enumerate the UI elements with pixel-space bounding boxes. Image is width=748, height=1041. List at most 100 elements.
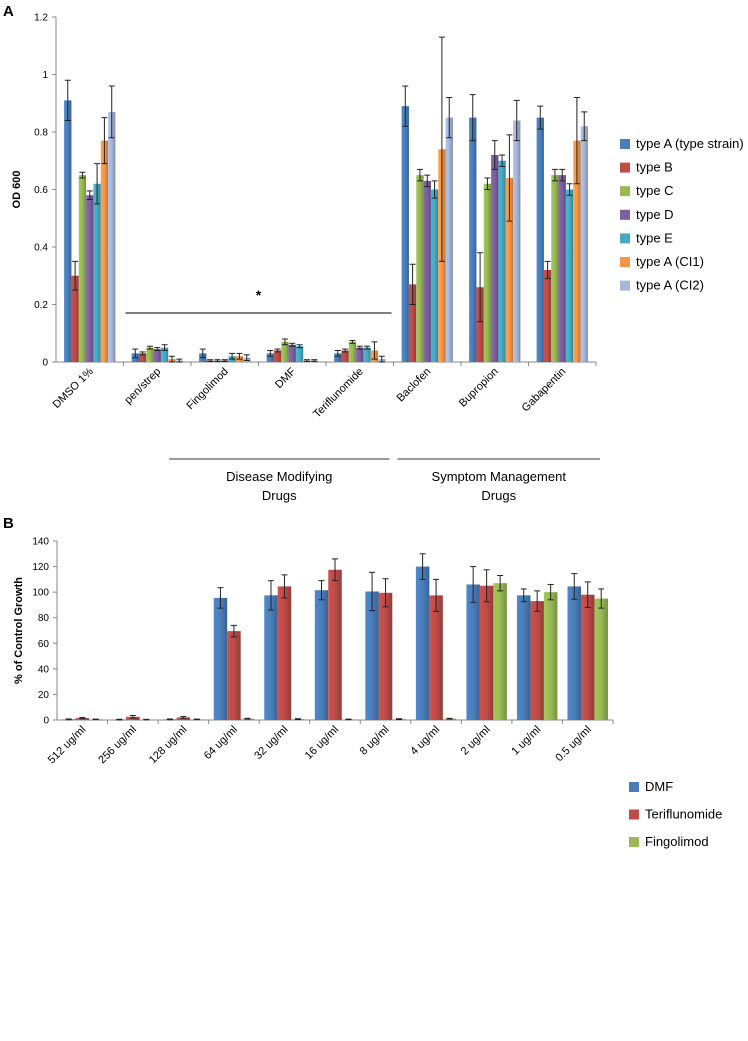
significance-asterisk: * (256, 287, 262, 303)
bar-type-d-bupropion (491, 155, 499, 362)
bar-dmf-2-ug-ml (466, 584, 480, 720)
bar-dmf-0-5-ug-ml (567, 586, 581, 720)
bar-type-a-type-strain-dmso-1 (64, 100, 72, 362)
bar-teriflunomide-8-ug-ml (378, 592, 393, 720)
bar-type-a-ci2-bupropion (513, 120, 521, 362)
group-label-symptom-management: Symptom Management Drugs (432, 469, 567, 503)
x-tick-label: Fingolimod (184, 366, 231, 413)
y-tick-label: 100 (32, 588, 49, 599)
bar-dmf-4-ug-ml (415, 566, 430, 720)
x-tick-label: pen/strep (122, 366, 163, 407)
bar-dmf-32-ug-ml (264, 595, 278, 720)
panel-a-letter: A (3, 3, 14, 20)
y-tick-label: 0.6 (34, 185, 48, 196)
bar-type-a-ci1-bupropion (505, 178, 514, 362)
bar-type-d-teriflunomide (356, 347, 364, 362)
bar-type-e-dmf (295, 346, 304, 362)
x-tick-label: 0.5 ug/ml (553, 724, 593, 764)
x-tick-label: 32 ug/ml (252, 724, 290, 762)
legend-swatch-type-a-ci1 (620, 257, 630, 267)
y-tick-label: 120 (32, 562, 49, 573)
x-tick-label: 128 ug/ml (147, 724, 190, 767)
x-tick-label: DMSO 1% (51, 365, 96, 410)
legend-label-type-a-ci1: type A (CI1) (636, 254, 704, 269)
bar-type-b-baclofen (408, 284, 417, 362)
legend-label-type-e: type E (636, 230, 673, 245)
legend-swatch-type-b (620, 162, 630, 173)
x-tick-label: 4 ug/ml (408, 724, 442, 758)
bar-type-d-dmf (288, 344, 296, 362)
y-axis-title: % of Control Growth (13, 577, 25, 684)
bar-type-e-bupropion (498, 160, 506, 362)
bar-type-e-gabapentin (565, 189, 574, 362)
bar-type-c-dmso-1 (78, 175, 87, 362)
y-tick-label: 0.8 (34, 128, 48, 139)
x-tick-label: 1 ug/ml (509, 724, 543, 758)
bar-teriflunomide-16-ug-ml (328, 569, 342, 720)
bar-dmf-8-ug-ml (365, 591, 379, 720)
legend-label-teriflunomide: Teriflunomide (645, 807, 722, 822)
bar-type-b-dmf (273, 350, 282, 362)
x-tick-label: 256 ug/ml (96, 724, 139, 767)
y-tick-label: 0 (43, 716, 49, 727)
x-tick-label: Bupropion (457, 366, 501, 410)
legend-swatch-type-c (620, 186, 630, 197)
y-tick-label: 80 (38, 613, 50, 624)
x-tick-label: 64 ug/ml (202, 724, 240, 762)
y-tick-label: 40 (38, 664, 50, 675)
bar-type-c-gabapentin (551, 175, 559, 362)
bar-type-a-ci1-gabapentin (573, 140, 581, 362)
legend-label-type-c: type C (636, 183, 674, 198)
legend-swatch-teriflunomide (629, 809, 639, 820)
group-label-disease-modifying: Disease Modifying Drugs (226, 469, 332, 503)
y-tick-label: 1.2 (34, 13, 48, 24)
bar-dmf-64-ug-ml (213, 597, 228, 720)
legend-label-type-d: type D (636, 207, 674, 222)
legend-swatch-type-d (620, 209, 630, 220)
bar-type-b-gabapentin (543, 270, 552, 362)
bar-type-e-dmso-1 (93, 183, 101, 362)
bar-fingolimod-1-ug-ml (543, 592, 558, 720)
x-tick-label: 2 ug/ml (459, 724, 493, 758)
bar-type-a-ci2-dmso-1 (108, 111, 116, 362)
y-tick-label: 0 (42, 358, 48, 369)
bar-type-a-type-strain-dmf (266, 353, 274, 362)
panel-b-chart: 0 20 40 60 80 100 120 140 % of Control Growth 512… (13, 537, 722, 850)
bar-type-b-bupropion (476, 287, 484, 362)
bar-type-a-type-strain-gabapentin (536, 117, 544, 362)
bar-type-e-baclofen (430, 189, 439, 362)
y-tick-label: 140 (32, 537, 49, 548)
panel-b-letter: B (3, 515, 14, 532)
bar-type-c-bupropion (483, 183, 492, 362)
y-tick-label: 60 (38, 639, 50, 650)
bar-type-a-ci1-dmso-1 (100, 140, 109, 362)
bar-teriflunomide-64-ug-ml (227, 631, 241, 720)
bar-teriflunomide-1-ug-ml (530, 601, 544, 720)
legend-swatch-type-e (620, 233, 630, 244)
legend-label-type-a-ci2: type A (CI2) (636, 278, 704, 293)
bar-type-b-teriflunomide (341, 350, 349, 362)
bar-type-d-dmso-1 (86, 195, 94, 362)
bar-type-c-teriflunomide (348, 341, 357, 362)
bar-type-a-ci2-baclofen (445, 117, 453, 362)
bar-teriflunomide-4-ug-ml (429, 595, 443, 720)
bar-type-d-gabapentin (558, 175, 566, 362)
bar-type-d-baclofen (423, 180, 431, 362)
y-axis-title: OD 600 (11, 171, 23, 209)
legend-label-type-b: type B (636, 160, 673, 175)
bar-type-c-dmf (281, 341, 289, 362)
bar-fingolimod-0-5-ug-ml (594, 598, 608, 720)
bar-type-c-baclofen (416, 175, 424, 362)
legend-swatch-fingolimod (629, 837, 639, 847)
bar-teriflunomide-32-ug-ml (277, 586, 292, 720)
bar-type-b-pen-strep (138, 353, 147, 362)
legend-swatch-type-a-type-strain (620, 139, 630, 149)
bar-type-a-type-strain-teriflunomide (334, 353, 342, 362)
y-tick-label: 0.2 (34, 300, 48, 311)
panel-a-chart: 0 0.2 0.4 0.6 0.8 1 1.2 OD 600 DMSO 1% pen/strep F… (11, 13, 744, 504)
x-tick-label: 512 ug/ml (46, 724, 89, 767)
bar-type-a-type-strain-bupropion (469, 117, 477, 362)
bar-fingolimod-2-ug-ml (493, 583, 507, 720)
x-tick-label: Teriflunomide (311, 366, 366, 421)
